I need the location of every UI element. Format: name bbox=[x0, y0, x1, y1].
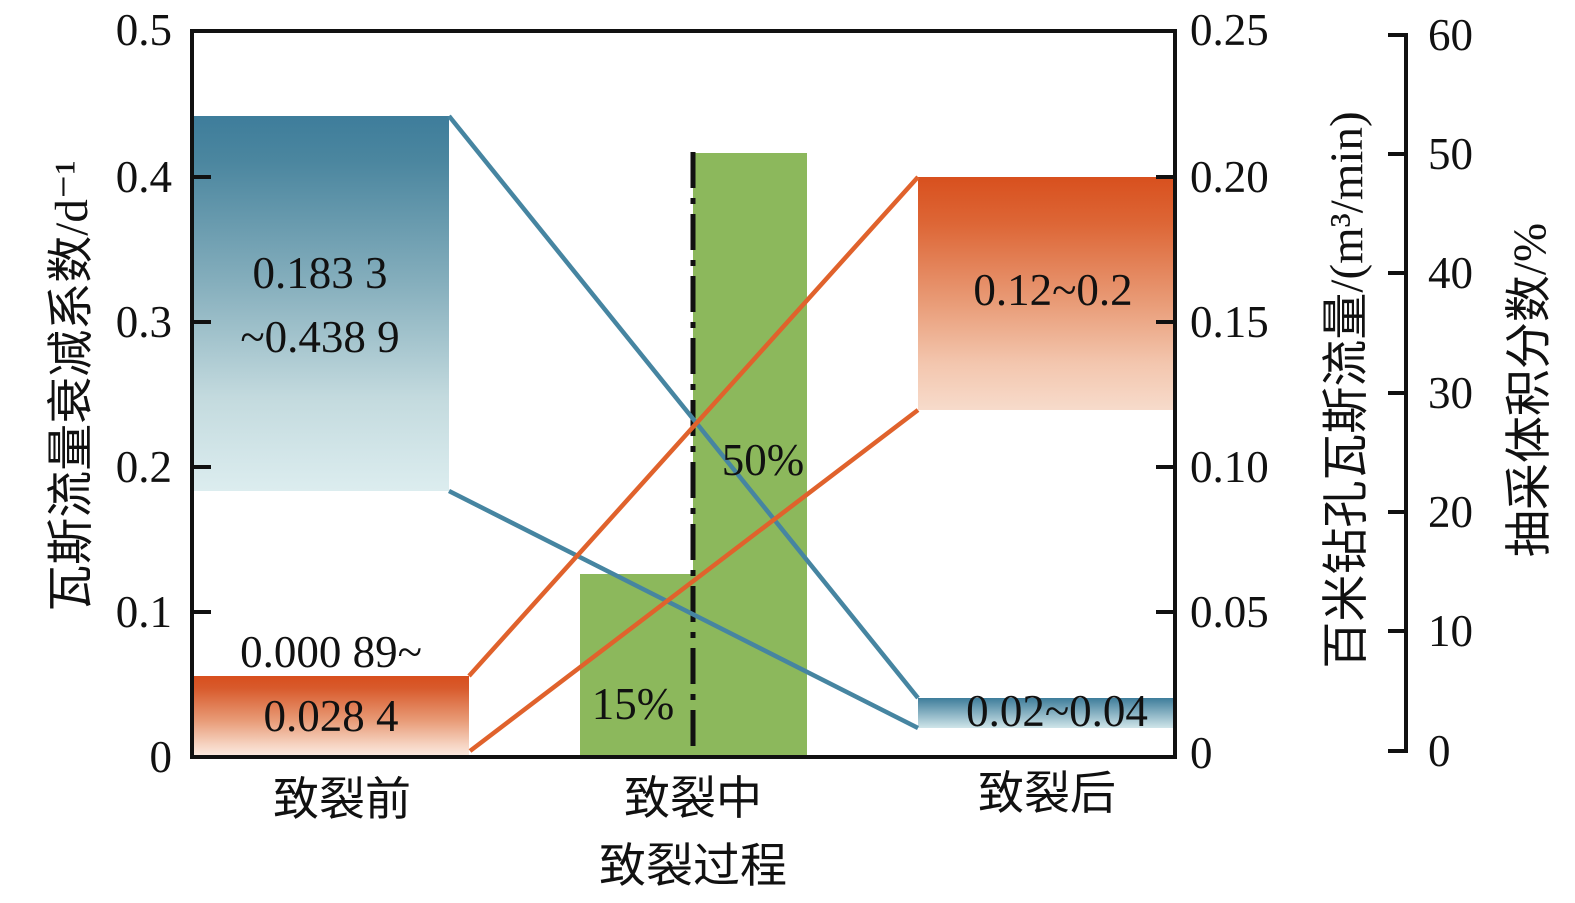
x-axis-title: 致裂过程 bbox=[599, 841, 787, 893]
annotation-flow-before: 0.000 89~ 0.028 4 bbox=[240, 620, 422, 748]
orange-trend-line-lower bbox=[468, 408, 920, 753]
annotation-flow-before-line2: 0.028 4 bbox=[263, 691, 399, 741]
right-fraction-axis-tick-label: 50 bbox=[1428, 129, 1473, 179]
right-flow-axis-tick-label: 0.05 bbox=[1190, 587, 1269, 637]
trend-lines bbox=[447, 114, 920, 753]
blue-trend-line-upper bbox=[447, 114, 920, 700]
right-fraction-axis-title: 抽采体积分数/% bbox=[1504, 222, 1556, 558]
x-category-before: 致裂前 bbox=[273, 774, 411, 825]
plot-frame bbox=[190, 29, 1177, 759]
left-axis-tick-label: 0.3 bbox=[115, 297, 172, 347]
x-category-during: 致裂中 bbox=[624, 773, 762, 824]
annotation-flow-before-line1: 0.000 89~ bbox=[240, 627, 422, 677]
annotation-decay-before-line2: ~0.438 9 bbox=[240, 312, 400, 362]
right-flow-axis-tick-label: 0.15 bbox=[1190, 297, 1269, 347]
right-flow-axis-tick-label: 0.25 bbox=[1190, 5, 1269, 55]
bar-decay-after bbox=[918, 698, 1175, 728]
left-axis-title: 瓦斯流量衰减系数/d⁻¹ bbox=[46, 160, 98, 612]
right-fraction-axis-tick-label: 30 bbox=[1428, 368, 1473, 418]
annotation-decay-before: 0.183 3 ~0.438 9 bbox=[240, 241, 399, 369]
left-axis-tick-label: 0 bbox=[149, 732, 173, 782]
annotation-decay-after: 0.02~0.04 bbox=[966, 686, 1148, 736]
left-axis-tick-label: 0.4 bbox=[115, 152, 172, 202]
left-axis-tick-label: 0.1 bbox=[115, 587, 172, 637]
right-flow-axis-title: 百米钻孔瓦斯流量/(m³/min) bbox=[1321, 111, 1373, 669]
bar-fraction-during-50 bbox=[693, 153, 807, 757]
orange-trend-line-upper bbox=[467, 175, 920, 678]
right-flow-axis-ticks bbox=[1156, 175, 1175, 614]
annotation-decay-before-line1: 0.183 3 bbox=[252, 248, 388, 298]
right-flow-axis-tick-label: 0.10 bbox=[1190, 442, 1269, 492]
right-fraction-axis bbox=[1388, 33, 1408, 753]
right-fraction-axis-tick-label: 0 bbox=[1428, 726, 1451, 776]
bar-flow-after bbox=[918, 177, 1175, 410]
blue-trend-line-lower bbox=[447, 488, 920, 731]
right-flow-axis-tick-label: 0 bbox=[1190, 728, 1213, 778]
right-fraction-axis-tick-label: 60 bbox=[1428, 10, 1473, 60]
right-flow-axis-tick-label: 0.20 bbox=[1190, 152, 1269, 202]
bar-decay-before bbox=[192, 116, 449, 491]
annotation-fraction-50: 50% bbox=[721, 435, 805, 485]
x-category-after: 致裂后 bbox=[978, 768, 1116, 819]
annotation-fraction-15: 15% bbox=[591, 679, 675, 729]
bar-flow-before bbox=[192, 676, 469, 757]
annotation-flow-after: 0.12~0.2 bbox=[973, 265, 1133, 315]
right-fraction-axis-tick-label: 40 bbox=[1428, 248, 1473, 298]
left-axis-tick-label: 0.5 bbox=[115, 5, 172, 55]
right-fraction-axis-tick-label: 20 bbox=[1428, 487, 1473, 537]
right-fraction-axis-tick-label: 10 bbox=[1428, 606, 1473, 656]
left-axis-tick-label: 0.2 bbox=[115, 442, 172, 492]
left-axis-ticks bbox=[192, 175, 211, 614]
